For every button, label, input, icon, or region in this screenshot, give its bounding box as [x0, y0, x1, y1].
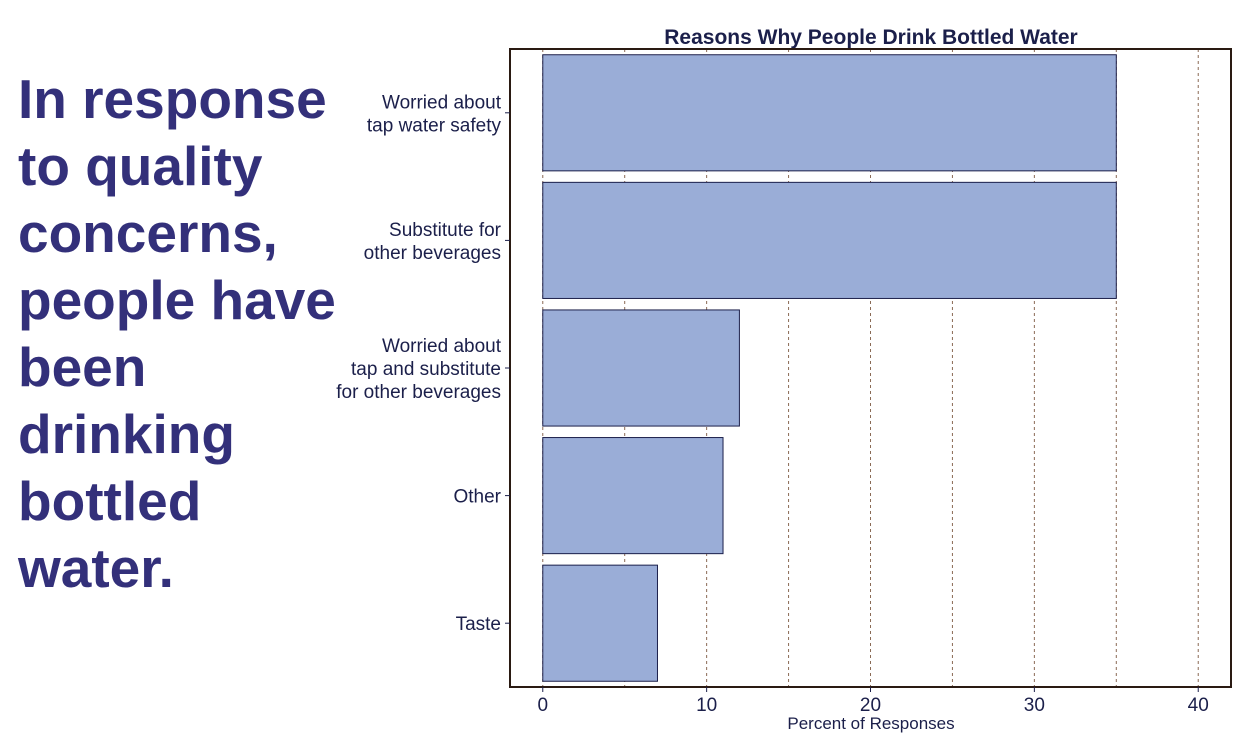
headline-line: bottled — [18, 470, 202, 532]
headline-line: In response — [18, 68, 327, 130]
category-label-line: Worried about — [382, 336, 502, 357]
bar — [542, 437, 724, 555]
x-tick-label: 20 — [860, 695, 881, 716]
category-label: Other — [453, 487, 501, 508]
category-label-line: Taste — [456, 614, 501, 635]
category-label-line: Other — [453, 487, 501, 508]
headline-line: concerns, — [18, 202, 278, 264]
category-label-line: Worried about — [382, 92, 502, 113]
x-tick-label: 30 — [1024, 695, 1045, 716]
headline-line: been — [18, 336, 147, 398]
chart-title: Reasons Why People Drink Bottled Water — [664, 26, 1077, 49]
category-label-line: tap water safety — [367, 115, 502, 136]
headline-line: people have — [18, 269, 336, 331]
bar — [542, 181, 1117, 299]
slide-headline: In response to quality concerns, people … — [18, 66, 348, 602]
x-tick-label: 40 — [1188, 695, 1209, 716]
x-axis-ticks: 0 10 20 30 40 — [537, 687, 1209, 716]
category-label-line: for other beverages — [336, 382, 501, 403]
x-axis-label: Percent of Responses — [787, 714, 954, 733]
category-label: Substitute for other beverages — [364, 220, 502, 264]
bar — [542, 54, 1117, 172]
category-label: Worried about tap and substitute for other… — [336, 336, 501, 403]
category-label-line: tap and substitute — [351, 359, 501, 380]
x-tick-label: 10 — [696, 695, 717, 716]
bar — [542, 309, 740, 427]
bars — [542, 54, 1117, 682]
category-label: Worried about tap water safety — [367, 92, 502, 136]
headline-line: water. — [18, 537, 174, 599]
headline-line: drinking — [18, 403, 235, 465]
category-label-line: other beverages — [364, 243, 501, 264]
bar — [542, 564, 658, 682]
x-tick-label: 0 — [537, 695, 548, 716]
category-labels: Worried about tap water safetySubstitute … — [336, 92, 510, 635]
category-label-line: Substitute for — [389, 220, 502, 241]
headline-line: to quality — [18, 135, 263, 197]
category-label: Taste — [456, 614, 501, 635]
